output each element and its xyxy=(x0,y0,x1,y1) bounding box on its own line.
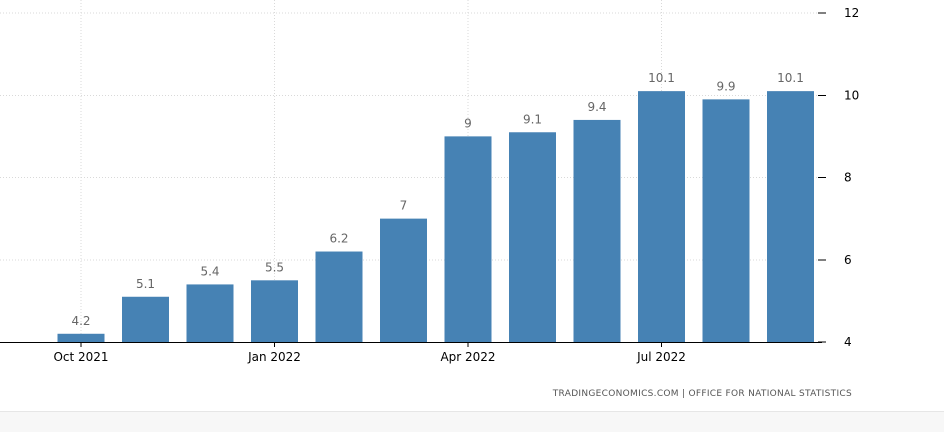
y-tick-label: 12 xyxy=(844,6,859,20)
bar xyxy=(380,218,427,342)
y-tick-label: 8 xyxy=(844,171,852,185)
bar xyxy=(702,99,750,342)
data-label: 5.1 xyxy=(136,277,155,291)
bar xyxy=(315,251,363,342)
x-tick-label: Jul 2022 xyxy=(636,350,686,364)
bar xyxy=(509,132,556,342)
bar xyxy=(444,136,492,342)
axes: 4 6 8 10 12 Oct 2021 Jan 2022 Apr 2022 Jul 2022 xyxy=(0,6,859,364)
bottom-strip xyxy=(0,412,944,432)
data-label: 5.5 xyxy=(265,260,284,274)
bar xyxy=(638,91,685,342)
data-label: 5.4 xyxy=(200,264,219,278)
data-label: 10.1 xyxy=(777,71,804,85)
x-tick-label: Oct 2021 xyxy=(53,350,108,364)
bar xyxy=(57,333,105,342)
bar xyxy=(251,280,298,342)
data-label: 9.1 xyxy=(523,112,542,126)
data-label: 6.2 xyxy=(329,232,348,246)
x-tick-label: Jan 2022 xyxy=(247,350,301,364)
data-label: 10.1 xyxy=(648,71,675,85)
data-label: 9 xyxy=(464,116,472,130)
data-labels: 4.2 5.1 5.4 5.5 6.2 7 9 9.1 9.4 10.1 9.9 10.1 xyxy=(71,71,803,328)
data-label: 4.2 xyxy=(71,314,90,328)
bottom-divider xyxy=(0,411,944,412)
data-label: 7 xyxy=(400,199,408,213)
bar xyxy=(186,284,234,342)
y-tick-label: 6 xyxy=(844,253,852,267)
x-tick-label: Apr 2022 xyxy=(440,350,495,364)
source-attribution: TRADINGECONOMICS.COM | OFFICE FOR NATION… xyxy=(552,389,852,399)
bars xyxy=(57,91,814,342)
bar xyxy=(573,119,621,342)
bar xyxy=(767,91,814,342)
y-tick-label: 4 xyxy=(844,335,852,349)
bar xyxy=(122,296,169,342)
data-label: 9.4 xyxy=(587,100,606,114)
data-label: 9.9 xyxy=(716,79,735,93)
y-tick-label: 10 xyxy=(844,88,859,102)
